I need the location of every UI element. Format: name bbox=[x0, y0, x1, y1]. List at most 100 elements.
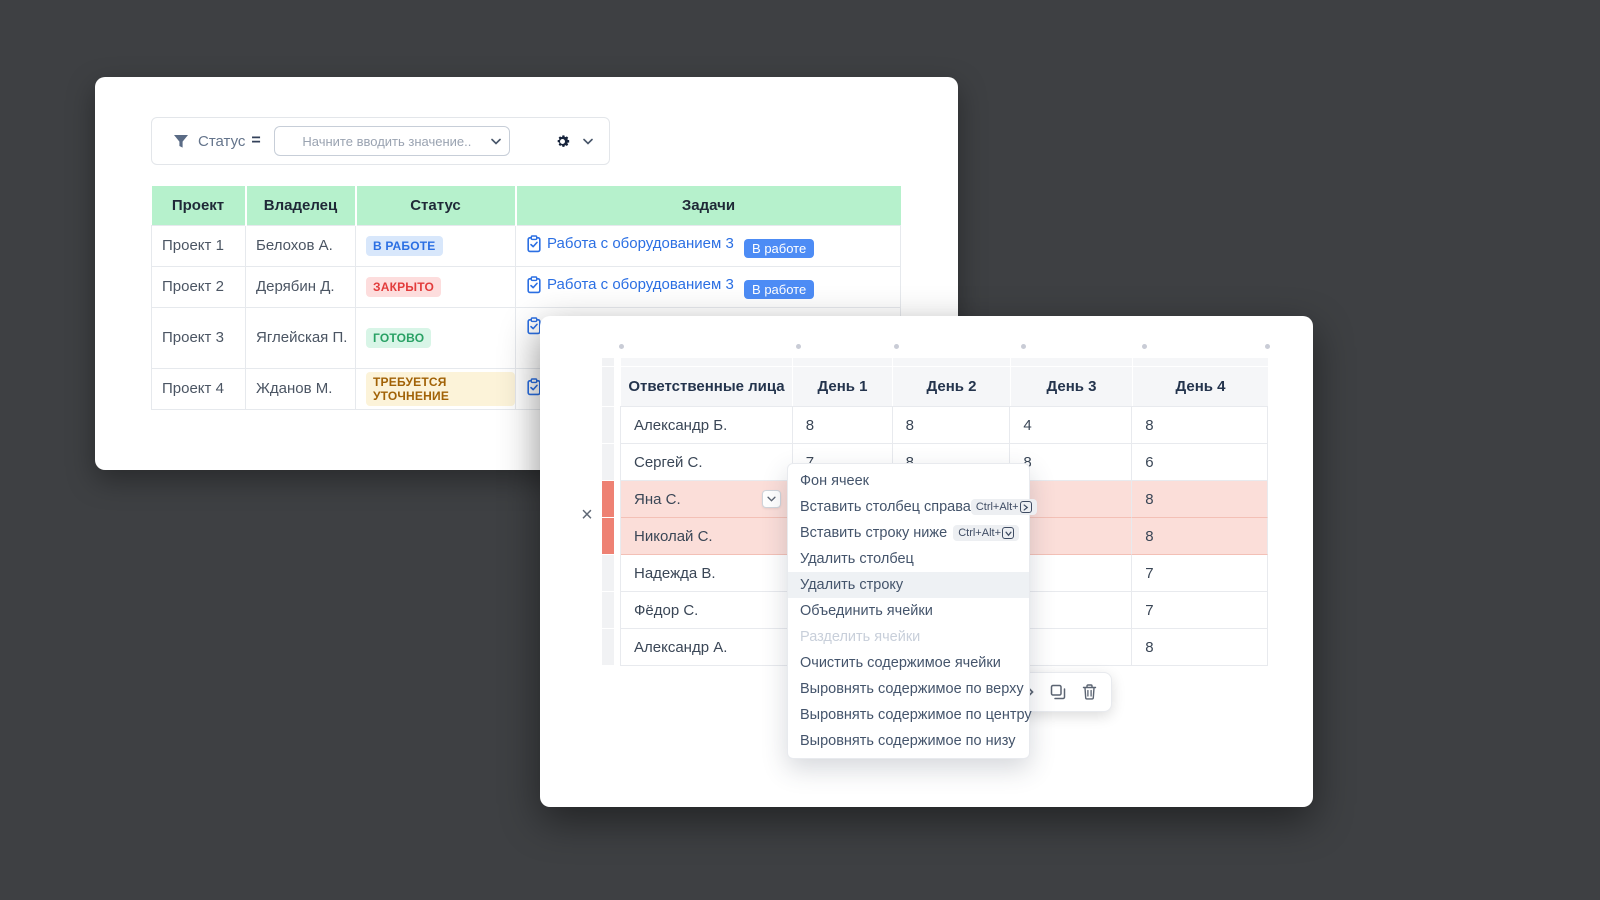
project-cell: Проект 3 bbox=[151, 306, 246, 369]
col-header-day2: День 2 bbox=[892, 367, 1010, 406]
column-handle-dot[interactable] bbox=[1265, 344, 1270, 349]
clipboard-check-icon bbox=[527, 316, 541, 334]
task-status-badge: В работе bbox=[744, 279, 815, 299]
column-handle-dot[interactable] bbox=[1142, 344, 1147, 349]
row-handle[interactable] bbox=[602, 407, 614, 443]
menu-item-align-center[interactable]: Выровнять содержимое по центру bbox=[800, 707, 1032, 723]
col-header-tasks: Задачи bbox=[514, 186, 901, 225]
row-handle-selected[interactable] bbox=[602, 518, 614, 554]
person-cell[interactable]: Фёдор С. bbox=[621, 592, 793, 629]
day-cell[interactable]: 8 bbox=[892, 407, 1011, 444]
project-cell: Проект 1 bbox=[151, 224, 246, 267]
status-badge: ЗАКРЫТО bbox=[366, 276, 442, 297]
funnel-icon bbox=[173, 134, 189, 149]
menu-item-align-top[interactable]: Выровнять содержимое по верху bbox=[800, 681, 1024, 697]
day-cell[interactable]: 7 bbox=[1132, 555, 1268, 592]
chevron-down-icon bbox=[767, 496, 776, 502]
menu-item-delete-row[interactable]: Удалить строку bbox=[788, 572, 1029, 598]
day-cell[interactable] bbox=[1010, 555, 1133, 592]
trash-icon[interactable] bbox=[1082, 684, 1097, 700]
menu-item-clear-cell-content[interactable]: Очистить содержимое ячейки bbox=[800, 655, 1001, 671]
tasks-cell: Работа с оборудованием 3 В работе bbox=[515, 265, 901, 308]
table-row: Сергей С. 7 8 8 6 bbox=[620, 444, 1268, 481]
column-handle-dot[interactable] bbox=[796, 344, 801, 349]
clipboard-check-icon bbox=[527, 275, 541, 293]
copy-icon[interactable] bbox=[1050, 684, 1066, 700]
task-title: Работа с оборудованием 3 bbox=[547, 276, 734, 293]
table-header-row: Проект Владелец Статус Задачи bbox=[151, 186, 901, 225]
day-cell[interactable]: 7 bbox=[1132, 592, 1268, 629]
menu-item-merge-cells[interactable]: Объединить ячейки bbox=[800, 603, 933, 619]
column-handle-dot[interactable] bbox=[894, 344, 899, 349]
filter-value-select[interactable]: Начните вводить значение.. bbox=[273, 126, 510, 156]
person-cell[interactable]: Надежда В. bbox=[621, 555, 793, 592]
menu-item-align-bottom[interactable]: Выровнять содержимое по низу bbox=[800, 733, 1016, 749]
arrow-right-key-icon bbox=[1019, 501, 1032, 513]
menu-item-split-cells: Разделить ячейки bbox=[800, 629, 921, 645]
person-cell[interactable]: Александр Б. bbox=[621, 407, 793, 444]
filter-bar: Статус = Начните вводить значение.. bbox=[151, 117, 610, 165]
project-cell: Проект 4 bbox=[151, 367, 246, 410]
owner-cell: Дерябин Д. bbox=[245, 265, 356, 308]
table-row: Александр Б. 8 8 4 8 bbox=[620, 407, 1268, 444]
row-handle[interactable] bbox=[602, 592, 614, 628]
day-cell[interactable]: 8 bbox=[1010, 444, 1133, 481]
status-badge: В РАБОТЕ bbox=[366, 235, 443, 256]
shortcut-badge: Ctrl+Alt+ bbox=[970, 499, 1037, 515]
menu-item-insert-row-below[interactable]: Вставить строку ниже Ctrl+Alt+ bbox=[788, 520, 1029, 546]
task-link[interactable] bbox=[526, 316, 542, 335]
menu-item-delete-column[interactable]: Удалить столбец bbox=[800, 551, 914, 567]
row-handle[interactable] bbox=[602, 444, 614, 480]
day-cell[interactable]: 4 bbox=[1010, 407, 1133, 444]
row-handle-gutter bbox=[602, 358, 614, 666]
table-row: Проект 2 Дерябин Д. ЗАКРЫТО Работа с обо… bbox=[151, 265, 901, 308]
day-cell[interactable] bbox=[1010, 592, 1133, 629]
col-header-people: Ответственные лица bbox=[620, 367, 792, 406]
task-link[interactable] bbox=[526, 377, 542, 396]
col-header-owner: Владелец bbox=[244, 186, 356, 225]
person-cell[interactable]: Яна С. bbox=[621, 481, 793, 518]
arrow-down-key-icon bbox=[1002, 527, 1014, 539]
col-header-day1: День 1 bbox=[792, 367, 892, 406]
menu-item-insert-column-right[interactable]: Вставить столбец справа Ctrl+Alt+ bbox=[788, 494, 1037, 520]
row-handle[interactable] bbox=[602, 358, 614, 366]
row-handle[interactable] bbox=[602, 555, 614, 591]
day-cell[interactable] bbox=[1010, 629, 1133, 666]
col-header-status: Статус bbox=[354, 186, 516, 225]
status-cell: ЗАКРЫТО bbox=[355, 265, 516, 308]
row-handle-selected[interactable] bbox=[602, 481, 614, 517]
day-cell[interactable]: 8 bbox=[1132, 629, 1268, 666]
close-icon[interactable]: × bbox=[581, 503, 593, 526]
cell-dropdown-button[interactable] bbox=[761, 490, 781, 508]
task-link[interactable]: Работа с оборудованием 3 bbox=[526, 234, 734, 253]
menu-item-cell-background[interactable]: Фон ячеек bbox=[800, 473, 870, 489]
day-cell[interactable]: 8 bbox=[792, 407, 893, 444]
owner-cell: Яглейская П. bbox=[245, 306, 356, 369]
filter-field-label: Статус bbox=[198, 132, 246, 150]
row-handle[interactable] bbox=[602, 629, 614, 665]
day-cell[interactable] bbox=[1010, 518, 1133, 555]
col-header-day4: День 4 bbox=[1132, 367, 1268, 406]
day-cell[interactable]: 8 bbox=[1132, 481, 1268, 518]
col-header-day3: День 3 bbox=[1010, 367, 1132, 406]
column-handle-dot[interactable] bbox=[619, 344, 624, 349]
day-cell[interactable]: 8 bbox=[1132, 518, 1268, 555]
projects-window: Статус = Начните вводить значение.. Прое… bbox=[95, 77, 958, 470]
shortcut-badge: Ctrl+Alt+ bbox=[953, 525, 1019, 541]
person-cell[interactable]: Александр А. bbox=[621, 629, 793, 666]
day-cell[interactable]: 8 bbox=[1132, 407, 1268, 444]
column-handle-dot[interactable] bbox=[1021, 344, 1026, 349]
project-cell: Проект 2 bbox=[151, 265, 246, 308]
day-cell[interactable]: 6 bbox=[1132, 444, 1268, 481]
person-cell[interactable]: Николай С. bbox=[621, 518, 793, 555]
table-header-row: Ответственные лица День 1 День 2 День 3 … bbox=[620, 367, 1268, 407]
person-cell[interactable]: Сергей С. bbox=[621, 444, 793, 481]
tasks-cell: Работа с оборудованием 3 В работе bbox=[515, 224, 901, 267]
task-link[interactable]: Работа с оборудованием 3 bbox=[526, 275, 734, 294]
owner-cell: Жданов М. bbox=[245, 367, 356, 410]
gear-icon[interactable] bbox=[554, 133, 571, 150]
status-cell: В РАБОТЕ bbox=[355, 224, 516, 267]
filter-operator: = bbox=[251, 132, 261, 149]
chevron-down-icon[interactable] bbox=[583, 138, 593, 145]
row-handle[interactable] bbox=[602, 367, 614, 406]
